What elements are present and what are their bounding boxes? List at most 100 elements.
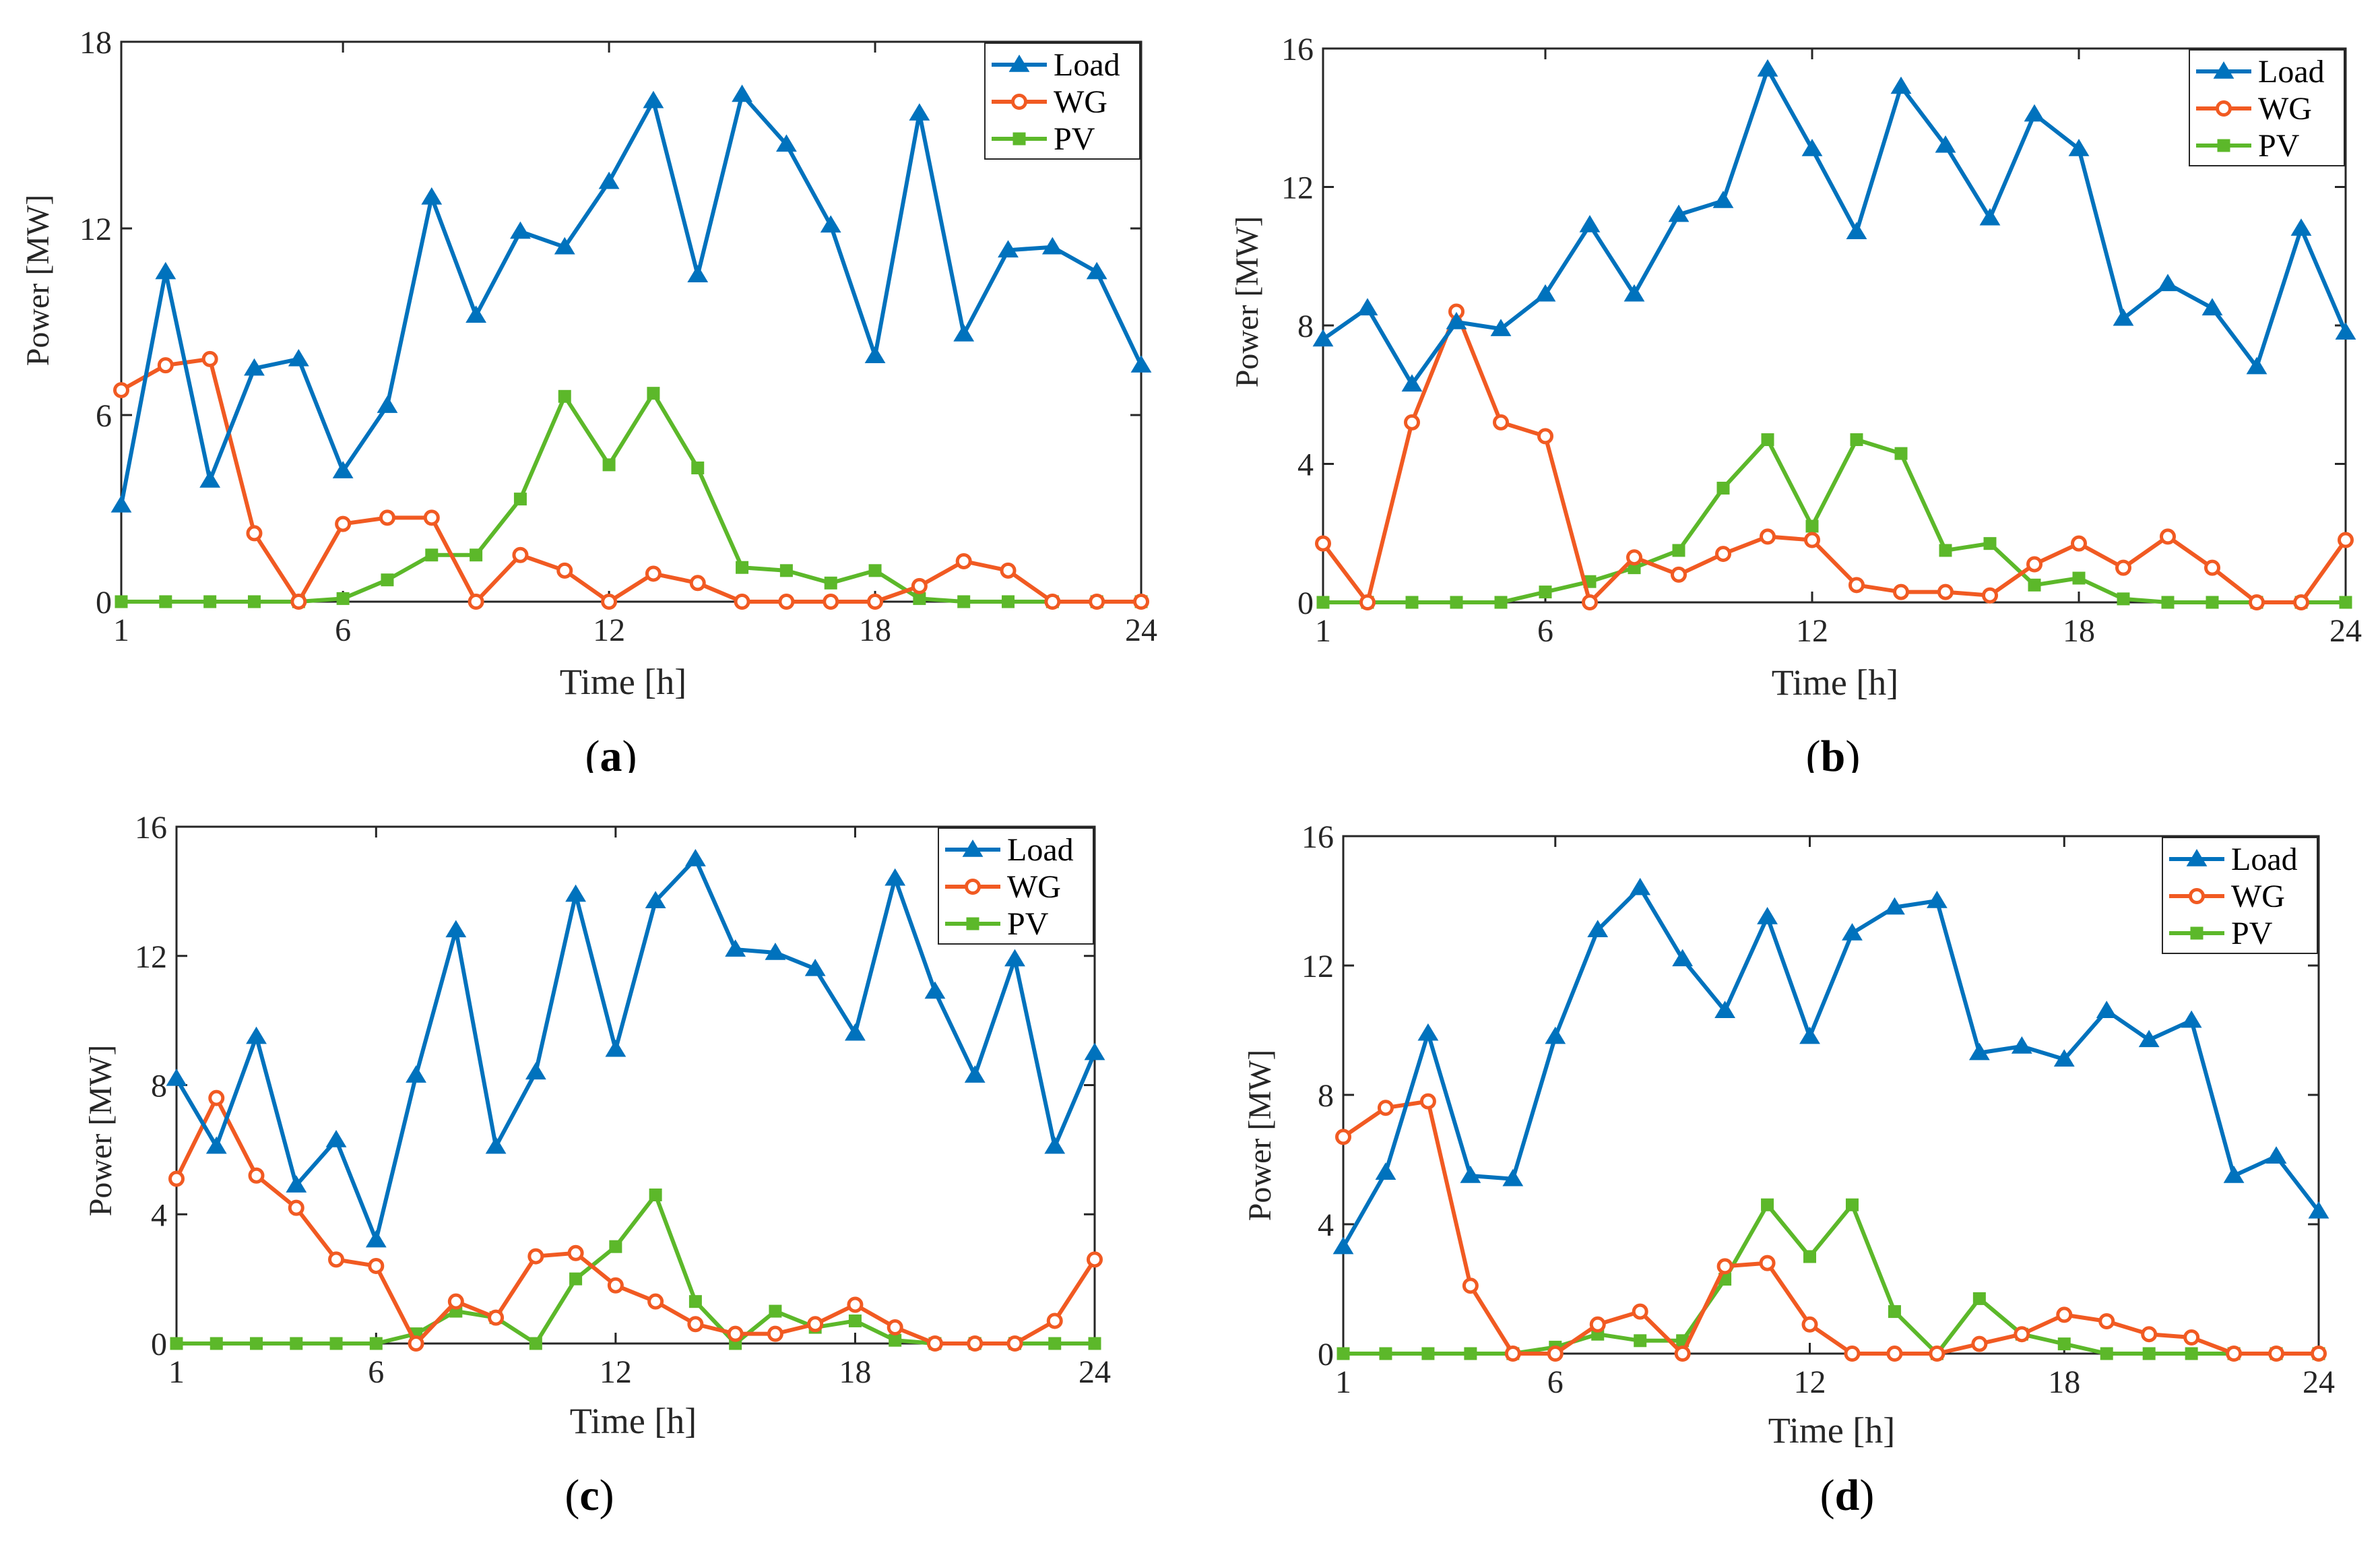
legend-label-pv-b: PV xyxy=(2258,128,2300,164)
point-wg-d xyxy=(2056,1306,2073,1323)
legend-label-pv-d: PV xyxy=(2231,916,2273,951)
xtick-label-b: 24 xyxy=(2329,613,2362,649)
xlabel-d: Time [h] xyxy=(1768,1410,1896,1451)
point-pv-b xyxy=(1939,544,1952,557)
legend-marker-load-a xyxy=(1008,55,1030,72)
point-wg-b xyxy=(2071,535,2087,552)
point-wg-a xyxy=(601,594,618,610)
point-load-a xyxy=(864,346,886,364)
point-wg-d xyxy=(1716,1258,1733,1275)
point-load-b xyxy=(2068,139,2090,156)
panel-a: 0 6 12 18 1 6 12 18 24 Load WG PV Power [MW] Time [… xyxy=(0,0,1190,781)
caption-b: (b) xyxy=(1806,732,1861,773)
point-pv-b xyxy=(1894,447,1908,460)
point-pv-c xyxy=(769,1304,782,1318)
legend-label-wg-a: WG xyxy=(1054,84,1107,120)
point-load-c xyxy=(246,1026,267,1044)
point-load-b xyxy=(1801,139,1823,156)
point-load-a xyxy=(1086,261,1107,280)
ytick-label-d: 0 xyxy=(1318,1337,1334,1372)
point-load-a xyxy=(998,240,1019,258)
point-load-a xyxy=(775,134,797,152)
point-load-c xyxy=(286,1175,307,1193)
point-wg-b xyxy=(1848,577,1865,594)
point-load-a xyxy=(687,265,709,282)
legend-marker-pv-d xyxy=(2190,926,2204,940)
xtick-label-b: 1 xyxy=(1315,613,1331,649)
point-pv-b xyxy=(1716,481,1730,495)
point-load-b xyxy=(1535,284,1556,302)
legend-label-load-c: Load xyxy=(1007,832,1074,868)
point-load-c xyxy=(725,939,746,957)
point-wg-c xyxy=(168,1170,185,1187)
point-wg-c xyxy=(567,1244,584,1261)
point-load-c xyxy=(684,848,706,866)
xtick-label-a: 1 xyxy=(113,612,129,648)
point-pv-a xyxy=(470,548,483,562)
point-wg-a xyxy=(335,515,352,532)
point-wg-c xyxy=(1087,1251,1103,1268)
point-pv-c xyxy=(649,1188,662,1201)
point-wg-d xyxy=(2141,1326,2158,1343)
point-pv-b xyxy=(1850,433,1863,447)
point-wg-a xyxy=(1000,562,1017,579)
ytick-label-a: 0 xyxy=(96,585,112,621)
ytick-label-b: 8 xyxy=(1297,309,1314,344)
point-load-a xyxy=(465,305,487,323)
point-pv-b xyxy=(1761,433,1774,447)
xlabel-c: Time [h] xyxy=(570,1401,697,1441)
point-wg-c xyxy=(288,1199,304,1216)
point-load-b xyxy=(1623,284,1645,302)
point-load-d xyxy=(1332,1236,1354,1255)
point-pv-a xyxy=(558,389,571,403)
point-pv-b xyxy=(1405,596,1419,609)
point-pv-a xyxy=(1002,595,1015,608)
point-pv-d xyxy=(2057,1337,2071,1351)
point-load-d xyxy=(1926,891,1948,908)
point-wg-c xyxy=(208,1089,225,1106)
legend-marker-wg-c xyxy=(965,879,981,895)
legend-marker-load-d xyxy=(2186,849,2208,866)
ytick-label-c: 4 xyxy=(151,1197,167,1233)
point-pv-b xyxy=(2028,578,2041,592)
point-pv-a xyxy=(824,576,837,590)
point-wg-b xyxy=(1582,594,1598,610)
point-wg-c xyxy=(368,1257,385,1274)
point-wg-b xyxy=(1537,428,1553,445)
point-wg-d xyxy=(1886,1346,1903,1362)
ylabel-d: Power [MW] xyxy=(1242,1050,1278,1222)
xtick-label-a: 12 xyxy=(593,612,625,648)
point-wg-d xyxy=(1335,1129,1351,1145)
point-pv-d xyxy=(1421,1347,1435,1360)
point-load-b xyxy=(2157,274,2179,292)
point-pv-a xyxy=(425,548,439,562)
point-wg-d xyxy=(1504,1346,1521,1362)
point-pv-d xyxy=(1464,1347,1477,1360)
point-load-c xyxy=(406,1065,426,1083)
point-pv-a xyxy=(736,561,749,574)
point-wg-a xyxy=(1133,594,1149,610)
legend-label-wg-c: WG xyxy=(1007,869,1061,905)
point-wg-b xyxy=(1493,414,1509,431)
ylabel-b: Power [MW] xyxy=(1229,216,1265,388)
point-wg-d xyxy=(2014,1326,2030,1343)
point-load-c xyxy=(525,1062,546,1080)
point-wg-d xyxy=(1929,1346,1945,1362)
point-wg-b xyxy=(2249,594,2265,610)
point-pv-d xyxy=(2142,1347,2156,1360)
point-load-d xyxy=(1630,877,1651,895)
ytick-label-c: 8 xyxy=(151,1069,167,1104)
ytick-label-d: 16 xyxy=(1301,819,1334,855)
point-wg-a xyxy=(778,594,795,610)
point-load-c xyxy=(1084,1042,1105,1061)
point-wg-d xyxy=(1801,1316,1818,1333)
series-line-wg-b xyxy=(1321,309,2348,604)
point-wg-b xyxy=(2338,532,2354,548)
point-load-a xyxy=(288,348,309,367)
xtick-label-d: 12 xyxy=(1794,1364,1826,1400)
point-pv-b xyxy=(1983,537,1997,550)
